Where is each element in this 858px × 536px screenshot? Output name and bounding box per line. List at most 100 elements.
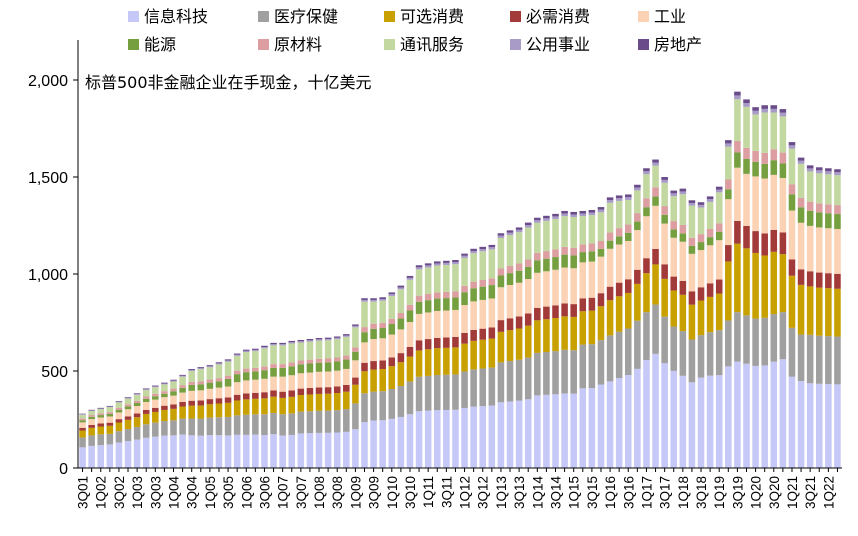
bar-segment bbox=[215, 364, 223, 379]
bar-segment bbox=[834, 172, 841, 176]
bar-segment bbox=[433, 310, 441, 338]
bar-segment bbox=[433, 375, 441, 411]
bar-segment bbox=[206, 366, 214, 368]
bar-segment bbox=[361, 342, 368, 363]
bar-segment bbox=[142, 390, 150, 397]
bar-segment bbox=[797, 157, 805, 161]
bar-segment bbox=[797, 334, 805, 382]
bar-segment bbox=[834, 214, 841, 229]
bar-segment bbox=[406, 356, 414, 382]
bar-segment bbox=[743, 363, 750, 468]
bar-segment bbox=[470, 340, 477, 370]
bar-segment bbox=[343, 391, 350, 410]
bar-segment bbox=[606, 197, 614, 201]
bar-stack-1Q08 bbox=[315, 338, 323, 468]
bar-segment bbox=[506, 318, 514, 331]
bar-segment bbox=[752, 107, 759, 111]
bar-segment bbox=[343, 336, 350, 356]
bar-segment bbox=[97, 413, 105, 416]
bar-segment bbox=[806, 225, 814, 272]
x-tick-label: 1Q21 bbox=[785, 476, 800, 509]
bar-segment bbox=[788, 327, 796, 377]
bar-segment bbox=[424, 267, 432, 295]
bar-segment bbox=[79, 437, 86, 448]
bar-segment bbox=[606, 381, 614, 468]
bar-segment bbox=[88, 419, 95, 425]
bar-segment bbox=[261, 435, 268, 468]
bar-segment bbox=[115, 431, 123, 443]
bar-segment bbox=[779, 116, 787, 153]
bar-stack-3Q14 bbox=[552, 213, 559, 468]
bar-segment bbox=[161, 384, 168, 392]
bar-segment bbox=[288, 434, 296, 468]
bar-segment bbox=[706, 199, 714, 202]
bar-segment bbox=[679, 191, 687, 195]
bar-segment bbox=[725, 146, 732, 180]
x-tick-label: 3Q03 bbox=[148, 476, 163, 509]
bar-segment bbox=[488, 367, 496, 406]
bar-segment bbox=[443, 347, 450, 375]
bar-segment bbox=[88, 416, 95, 420]
bar-segment bbox=[124, 397, 132, 399]
bar-segment bbox=[734, 91, 741, 96]
bar-segment bbox=[352, 347, 359, 352]
bar-segment bbox=[270, 396, 277, 413]
bar-segment bbox=[106, 425, 114, 434]
bar-segment bbox=[461, 257, 468, 286]
x-tick-label: 3Q15 bbox=[585, 476, 600, 509]
bar-segment bbox=[315, 432, 323, 468]
bar-segment bbox=[615, 331, 623, 379]
bar-segment bbox=[643, 360, 650, 468]
bar-segment bbox=[197, 400, 205, 406]
bar-segment bbox=[715, 240, 723, 280]
x-tick-label: 3Q19 bbox=[730, 476, 745, 509]
bar-segment bbox=[815, 383, 823, 468]
bar-segment bbox=[379, 391, 386, 421]
bar-segment bbox=[688, 237, 696, 246]
bar-segment bbox=[79, 418, 86, 421]
bar-segment bbox=[715, 330, 723, 376]
bar-segment bbox=[770, 149, 778, 161]
bar-segment bbox=[606, 240, 614, 249]
bar-segment bbox=[124, 429, 132, 442]
bar-segment bbox=[79, 413, 86, 415]
bar-segment bbox=[379, 297, 386, 299]
bar-segment bbox=[261, 345, 268, 347]
bar-segment bbox=[779, 177, 787, 233]
x-axis: 3Q01 1Q02 3Q02 1Q03 3Q03 1Q04 3Q04 1Q05 3Q05 1Q06… bbox=[76, 467, 842, 509]
bar-segment bbox=[715, 192, 723, 224]
bar-segment bbox=[643, 273, 650, 313]
bar-segment bbox=[752, 231, 759, 253]
legend-swatch bbox=[638, 39, 649, 50]
x-tick-label: 1Q06 bbox=[239, 476, 254, 509]
bar-segment bbox=[397, 416, 405, 468]
bar-segment bbox=[652, 196, 659, 206]
x-tick-label: 3Q09 bbox=[367, 476, 382, 509]
bar-segment bbox=[570, 255, 577, 269]
bar-segment bbox=[297, 395, 305, 412]
bar-segment bbox=[679, 241, 687, 281]
bar-segment bbox=[561, 267, 568, 304]
bar-segment bbox=[224, 361, 232, 376]
bar-segment bbox=[443, 337, 450, 348]
bar-segment bbox=[297, 360, 305, 365]
bar-segment bbox=[470, 248, 477, 251]
bar-segment bbox=[215, 363, 223, 365]
x-tick-label: 3Q02 bbox=[112, 476, 127, 509]
bar-segment bbox=[361, 362, 368, 372]
bar-segment bbox=[697, 250, 705, 288]
bar-segment bbox=[752, 161, 759, 177]
bar-segment bbox=[597, 248, 605, 257]
bar-segment bbox=[552, 318, 559, 352]
bar-segment bbox=[315, 339, 323, 341]
bar-segment bbox=[688, 339, 696, 383]
bar-segment bbox=[452, 264, 459, 292]
bar-segment bbox=[743, 173, 750, 226]
bar-segment bbox=[661, 214, 668, 224]
bar-segment bbox=[270, 434, 277, 468]
x-tick-label: 1Q05 bbox=[203, 476, 218, 509]
x-tick-label: 1Q10 bbox=[385, 476, 400, 509]
bar-stack-2Q12 bbox=[470, 248, 477, 468]
bar-segment bbox=[370, 301, 377, 324]
legend-item: 原材料 bbox=[258, 35, 322, 54]
